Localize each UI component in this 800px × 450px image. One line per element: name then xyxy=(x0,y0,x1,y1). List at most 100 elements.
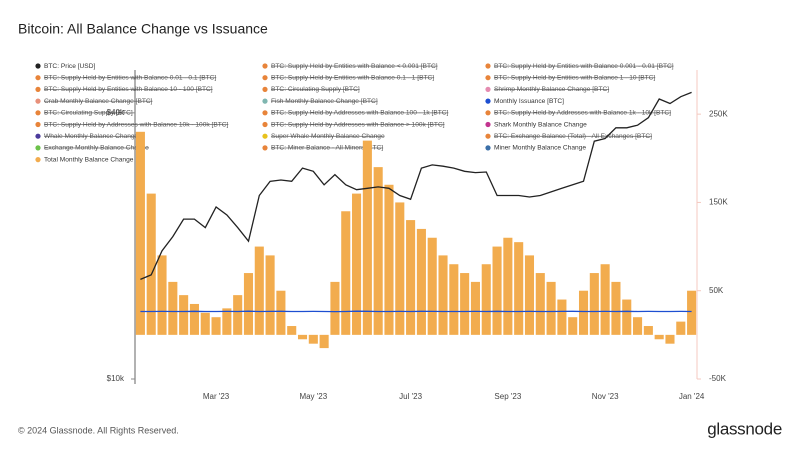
x-tick-label: Nov '23 xyxy=(592,392,619,401)
legend-marker xyxy=(35,110,41,116)
legend-label: BTC: Supply Held by Addresses with Balan… xyxy=(271,110,449,117)
legend-marker xyxy=(485,145,491,151)
legend-label: Shark Monthly Balance Change xyxy=(494,121,587,128)
legend-marker xyxy=(35,86,41,92)
x-tick-label: May '23 xyxy=(299,392,327,401)
bar xyxy=(481,264,491,335)
legend-label: BTC: Exchange Balance (Total) - All Exch… xyxy=(494,133,652,140)
legend-marker xyxy=(262,98,268,104)
legend-label: BTC: Miner Balance - All Miners [BTC] xyxy=(271,145,383,152)
y2-tick-label: 250K xyxy=(709,109,728,118)
legend-marker xyxy=(262,86,268,92)
bar xyxy=(179,295,189,335)
bar xyxy=(589,273,599,335)
legend-label: Crab Monthly Balance Change [BTC] xyxy=(44,98,153,105)
legend-marker xyxy=(485,110,491,116)
bar xyxy=(460,273,470,335)
bar xyxy=(254,246,264,335)
legend-label: BTC: Supply Held by Entities with Balanc… xyxy=(494,74,655,81)
bar xyxy=(611,281,621,335)
bar xyxy=(287,326,297,335)
legend-label: Total Monthly Balance Change xyxy=(44,156,134,163)
legend-label: Super Whale Monthly Balance Change xyxy=(271,133,385,140)
bar xyxy=(600,264,610,335)
legend-label: BTC: Supply Held by Entities with Balanc… xyxy=(271,74,434,81)
legend-label: BTC: Circulating Supply [BTC] xyxy=(271,86,360,93)
legend-marker xyxy=(35,75,41,81)
legend-marker xyxy=(262,133,268,139)
legend-label: BTC: Price [USD] xyxy=(44,63,95,70)
legend-label: BTC: Supply Held by Addresses with Balan… xyxy=(494,110,671,117)
bar xyxy=(297,334,308,340)
legend-label: BTC: Supply Held by Addresses with Balan… xyxy=(44,121,229,128)
bar xyxy=(265,255,275,335)
legend-marker xyxy=(35,145,41,151)
legend-marker xyxy=(485,121,491,128)
bar xyxy=(546,281,556,335)
legend-marker xyxy=(35,133,41,139)
bar xyxy=(157,255,167,335)
bar xyxy=(222,308,232,335)
bar xyxy=(373,167,383,335)
legend-marker xyxy=(262,75,268,81)
bar xyxy=(622,299,632,335)
bar xyxy=(535,273,545,335)
bar xyxy=(308,334,318,344)
bar xyxy=(654,334,664,340)
legend-marker xyxy=(262,110,268,116)
legend-marker xyxy=(262,145,268,151)
y2-tick-label: 150K xyxy=(709,198,728,207)
legend-label: Shrimp Monthly Balance Change [BTC] xyxy=(494,86,609,93)
bar xyxy=(200,312,210,335)
legend-marker xyxy=(485,63,491,69)
bar xyxy=(168,281,178,335)
bar xyxy=(633,317,643,335)
bar xyxy=(503,237,513,335)
legend-marker xyxy=(262,121,268,128)
bar xyxy=(427,237,437,335)
legend-marker xyxy=(35,63,41,69)
logo: glassnode xyxy=(707,419,782,438)
x-tick-label: Sep '23 xyxy=(494,392,521,401)
bar xyxy=(492,246,502,335)
bar xyxy=(524,255,535,335)
legend-label: BTC: Supply Held by Entities with Balanc… xyxy=(271,63,438,70)
bar xyxy=(146,193,156,335)
legend-marker xyxy=(35,157,41,163)
x-tick-label: Mar '23 xyxy=(203,392,230,401)
y2-tick-label: -50K xyxy=(709,374,727,383)
bar xyxy=(676,321,686,335)
legend-label: BTC: Supply Held by Addresses with Balan… xyxy=(271,121,445,128)
bar xyxy=(665,334,675,344)
bar xyxy=(384,184,394,335)
bar xyxy=(276,290,286,335)
bar xyxy=(319,334,329,349)
bar xyxy=(135,131,145,335)
legend-label: BTC: Supply Held by Entities with Balanc… xyxy=(44,86,213,93)
x-tick-label: Jul '23 xyxy=(399,392,422,401)
legend-label: BTC: Supply Held by Entities with Balanc… xyxy=(494,63,674,70)
legend-marker xyxy=(485,75,491,81)
bar xyxy=(557,299,567,335)
bar xyxy=(395,202,405,335)
bar xyxy=(233,295,243,335)
y-tick-label: $40k xyxy=(107,108,125,117)
bar xyxy=(211,317,221,335)
bar xyxy=(341,211,351,335)
bar xyxy=(438,255,448,335)
bar xyxy=(330,281,340,335)
bar xyxy=(189,303,199,335)
bar xyxy=(416,228,426,335)
legend-marker xyxy=(35,98,41,104)
legend-label: BTC: Circulating Supply [BTC] xyxy=(44,110,133,117)
bar xyxy=(406,220,416,335)
legend-label: Monthly Issuance [BTC] xyxy=(494,98,564,105)
legend-marker xyxy=(35,121,41,128)
legend-label: Exchange Monthly Balance Change xyxy=(44,145,149,152)
y2-tick-label: 50K xyxy=(709,286,724,295)
legend-marker xyxy=(485,133,491,139)
bar xyxy=(643,326,653,335)
chart-title: Bitcoin: All Balance Change vs Issuance xyxy=(18,21,268,37)
legend-marker xyxy=(262,63,268,69)
